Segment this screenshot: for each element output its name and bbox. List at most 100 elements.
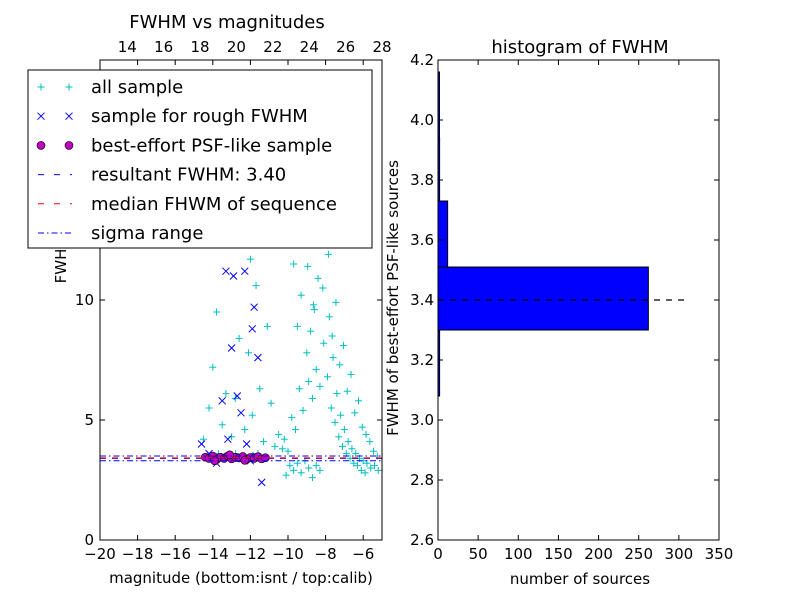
x-tick-label-5: −10 (272, 545, 304, 563)
hist-y-tick-label-8: 4.2 (410, 51, 434, 69)
point-allsample-21 (248, 411, 256, 419)
point-allsample-27 (271, 442, 279, 450)
point-rough-4 (223, 435, 232, 444)
point-allsample-82 (290, 260, 298, 268)
legend-marker-b-1 (65, 112, 73, 121)
legend-label-4: median FHWM of sequence (91, 194, 337, 215)
y-tick-label-2: 10 (75, 291, 94, 309)
top-tick-label-5: 24 (300, 38, 319, 56)
top-tick-label-6: 26 (336, 38, 355, 56)
x-tick-label-0: −20 (84, 545, 116, 563)
point-rough-5 (227, 344, 236, 352)
point-allsample-62 (333, 390, 341, 398)
point-rough-14-b (229, 272, 238, 280)
point-allsample-116 (305, 464, 313, 472)
point-allsample-81 (374, 466, 382, 474)
point-allsample-79 (367, 464, 375, 472)
top-tick-label-2: 18 (191, 38, 210, 56)
histogram-y-ticks: 2.6 2.8 3.0 3.2 3.4 3.6 3.8 4.0 4.2 (410, 51, 719, 549)
scatter-title: FWHM vs magnitudes (129, 12, 324, 33)
histogram-bar-1 (437, 266, 649, 331)
histogram-bar-2 (437, 200, 449, 268)
scatter-panel: −20 −18 −16 −14 −12 −10 −8 −6 0 5 10 14 16 18 20 22 24… (27, 12, 392, 587)
point-allsample-47 (305, 378, 313, 386)
scatter-y-ticks: 0 5 10 (75, 291, 382, 549)
point-rough-11 (254, 353, 262, 362)
hist-y-tick-label-7: 4.0 (410, 111, 434, 129)
point-allsample-66 (340, 426, 348, 434)
point-allsample-29 (278, 445, 286, 453)
point-allsample-73 (354, 462, 362, 470)
point-allsample-65 (339, 442, 347, 450)
point-rough-15 (240, 267, 249, 276)
point-allsample-55 (320, 339, 328, 347)
point-rough-0-b (197, 440, 206, 448)
point-allsample-117 (308, 474, 316, 482)
hist-x-tick-label-1: 50 (469, 545, 488, 563)
point-allsample-90 (293, 322, 301, 330)
legend-label-5: sigma range (91, 223, 203, 244)
reference-lines (100, 455, 382, 462)
point-allsample-72 (352, 450, 360, 458)
point-rough-10-b (250, 303, 259, 312)
point-allsample-102 (347, 370, 355, 378)
scatter-x-ticks: −20 −18 −16 −14 −12 −10 −8 −6 (84, 60, 374, 563)
point-allsample-101 (343, 387, 351, 395)
point-rough-4-b (223, 435, 232, 444)
point-allsample-108 (370, 447, 378, 455)
point-allsample-13 (213, 308, 221, 316)
legend-label-3: resultant FWHM: 3.40 (91, 165, 286, 186)
point-allsample-105 (358, 423, 366, 431)
hist-x-tick-label-5: 250 (624, 545, 653, 563)
legend-marker-b-2 (64, 141, 74, 150)
point-allsample-49 (308, 394, 316, 402)
point-allsample-63 (335, 433, 343, 441)
y-tick-label-0: 0 (84, 531, 94, 549)
hist-x-tick-label-4: 200 (584, 545, 613, 563)
point-allsample-12 (209, 363, 217, 371)
hist-y-tick-label-1: 2.8 (410, 471, 434, 489)
hist-y-tick-label-3: 3.2 (410, 351, 434, 369)
point-rough-10 (250, 303, 259, 312)
point-allsample-42 (288, 414, 296, 422)
point-allsample-44 (295, 385, 303, 393)
point-allsample-119 (316, 466, 324, 474)
point-allsample-40 (280, 435, 288, 443)
point-allsample-15 (222, 390, 230, 398)
legend-marker-b-0 (65, 83, 73, 91)
point-allsample-71 (350, 459, 358, 467)
point-rough-8-b (242, 440, 251, 448)
hist-y-tick-label-2: 3.0 (410, 411, 434, 429)
point-allsample-45 (299, 406, 307, 414)
point-rough-14 (229, 272, 238, 280)
hist-x-tick-label-3: 150 (544, 545, 573, 563)
point-allsample-26 (267, 399, 275, 407)
point-allsample-28 (275, 430, 283, 438)
point-allsample-11 (205, 404, 213, 412)
legend-box (27, 69, 373, 249)
point-rough-6 (233, 392, 242, 400)
point-allsample-16 (228, 433, 236, 441)
point-allsample-59 (327, 404, 335, 412)
point-allsample-104 (355, 397, 362, 405)
legend-marker-a-1 (37, 112, 45, 121)
point-allsample-64 (337, 411, 345, 419)
top-tick-label-3: 20 (227, 38, 246, 56)
point-rough-3 (218, 396, 227, 405)
histogram-y-label: FWHM of best-effort PSF-like sources (384, 160, 402, 436)
scatter-legend: all sample sample for rough FWHM best-effo… (27, 69, 373, 249)
point-allsample-97 (328, 332, 336, 340)
point-allsample-92 (304, 262, 312, 270)
hist-y-tick-label-4: 3.4 (410, 291, 434, 309)
point-allsample-57 (323, 373, 331, 381)
point-allsample-107 (366, 438, 374, 446)
point-allsample-20 (245, 349, 253, 357)
point-allsample-112 (290, 466, 298, 474)
point-allsample-46 (303, 349, 311, 357)
y-tick-label-1: 5 (84, 411, 94, 429)
point-rough-13 (248, 324, 257, 333)
point-allsample-22 (252, 282, 260, 290)
point-rough-7 (237, 408, 245, 417)
point-allsample-93 (309, 301, 317, 309)
point-allsample-111 (286, 462, 294, 470)
